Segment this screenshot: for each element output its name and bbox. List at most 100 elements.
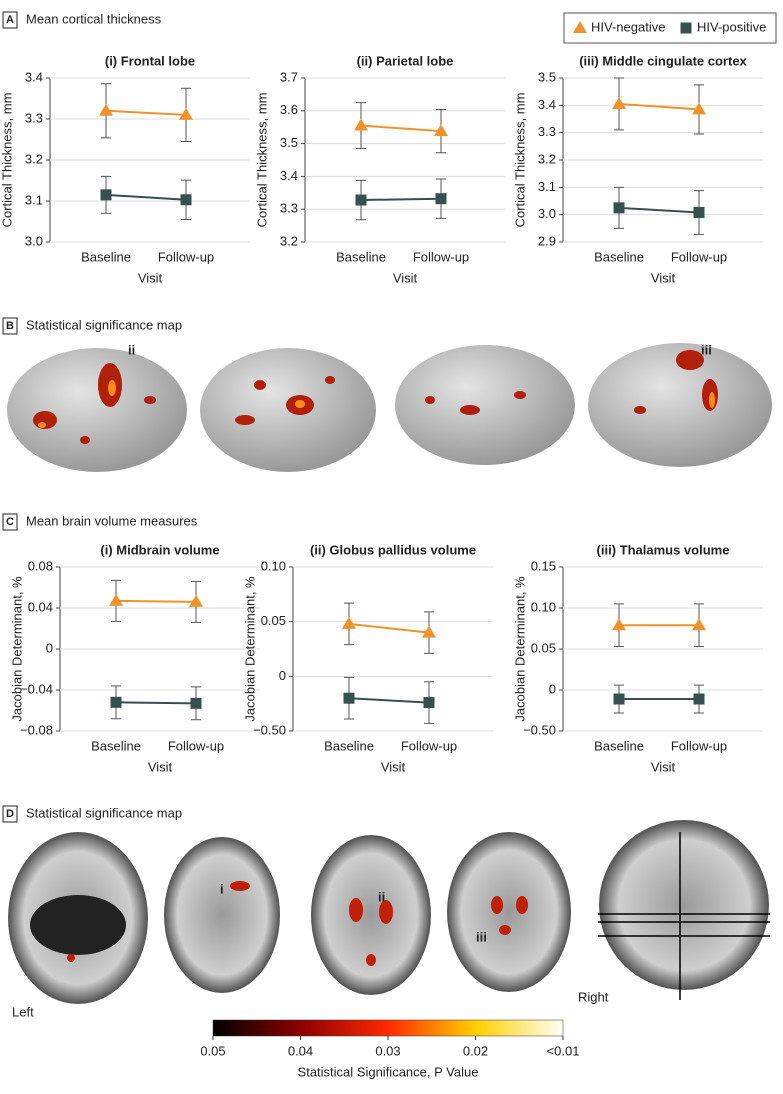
x-axis-label: Visit (148, 759, 173, 774)
chart: (ii) Globus pallidus volume −0.50 0 0.05 0.1… (242, 542, 493, 774)
legend-label: HIV-positive (697, 19, 766, 34)
y-tick-label: 0 (46, 640, 53, 655)
series-line (618, 206, 700, 214)
y-tick-label: 3.0 (25, 233, 43, 248)
significance-blobs (38, 380, 715, 428)
y-tick-label: 0.15 (531, 558, 556, 573)
chart: (i) Frontal lobe 3.0 3.1 3.2 3.3 3.4 Baseline F… (0, 53, 250, 285)
side-label: Right (578, 989, 609, 1004)
y-tick-label: 0.05 (261, 613, 286, 628)
x-tick-label: Follow-up (671, 249, 727, 264)
data-point (342, 616, 356, 629)
colorbar-tick-label: <0.01 (547, 1043, 580, 1058)
data-point (692, 102, 706, 115)
series-line (360, 197, 442, 202)
y-tick-label: 3.5 (538, 69, 556, 84)
data-point (190, 697, 202, 709)
panel-letter-box (2, 513, 18, 531)
side-label: Left (12, 1004, 34, 1019)
panel-title: Mean cortical thickness (26, 11, 162, 26)
x-tick-label: Baseline (336, 249, 386, 264)
y-tick-label: 3.1 (25, 192, 43, 207)
x-tick-label: Follow-up (401, 738, 457, 753)
brain-surface (395, 345, 575, 465)
data-point (109, 593, 123, 606)
data-point (180, 194, 192, 206)
colorbar-tick-label: 0.03 (375, 1043, 400, 1058)
y-axis-label: Jacobian Determinant, % (9, 576, 24, 722)
data-point (435, 193, 447, 205)
x-axis-label: Visit (381, 759, 406, 774)
series-line (348, 697, 430, 704)
data-point (692, 618, 706, 631)
x-tick-label: Follow-up (168, 738, 224, 753)
y-axis-label: Jacobian Determinant, % (512, 576, 527, 722)
chart-title: (iii) Thalamus volume (597, 542, 730, 557)
y-tick-label: 3.4 (280, 168, 298, 183)
y-tick-label: 3.2 (25, 151, 43, 166)
mri-slice (164, 837, 280, 993)
legend-marker (680, 22, 692, 34)
x-tick-label: Baseline (324, 738, 374, 753)
data-point (693, 693, 705, 705)
data-point (189, 594, 203, 607)
x-axis-label: Visit (138, 270, 163, 285)
data-point (693, 206, 705, 218)
y-tick-label: 3.3 (25, 110, 43, 125)
chart: (ii) Parietal lobe 3.2 3.3 3.4 3.5 3.6 3.7 Base… (254, 53, 505, 285)
map-annotation: iii (476, 929, 487, 944)
data-point (613, 693, 625, 705)
brain-surface (7, 348, 187, 472)
colorbar-tick-label: 0.05 (200, 1043, 225, 1058)
significance-blobs (67, 881, 528, 966)
panel-letter: D (6, 808, 14, 820)
brain-surface (588, 343, 772, 467)
y-tick-label: 3.2 (538, 151, 556, 166)
colorbar (212, 1019, 564, 1037)
x-tick-label: Baseline (594, 249, 644, 264)
y-tick-label: 3.6 (280, 102, 298, 117)
chart-title: (ii) Parietal lobe (357, 53, 454, 68)
legend-marker (573, 21, 587, 33)
map-annotation: ii (128, 342, 135, 357)
x-tick-label: Follow-up (413, 249, 469, 264)
y-tick-label: 3.7 (280, 69, 298, 84)
data-point (612, 618, 626, 631)
data-point (354, 118, 368, 131)
panel-letter: A (6, 14, 14, 26)
chart: (iii) Middle cingulate cortex 2.9 3.0 3.1 3.… (512, 53, 763, 285)
legend-box (563, 12, 777, 44)
panel-letter: C (6, 516, 14, 528)
chart: (i) Midbrain volume −0.08 −0.04 0 0.04 0.08 Ba… (9, 542, 260, 774)
data-point (423, 697, 435, 709)
y-tick-label: 3.4 (25, 69, 43, 84)
y-tick-label: 0.10 (531, 599, 556, 614)
panel-letter-box (2, 317, 18, 335)
series-line (348, 622, 430, 634)
data-point (179, 107, 193, 120)
panel-title: Statistical significance map (26, 317, 182, 332)
x-axis-label: Visit (393, 270, 418, 285)
chart: (iii) Thalamus volume −0.50 0 0.05 0.10 0.15 B… (512, 542, 763, 774)
y-tick-label: 0.08 (28, 558, 53, 573)
colorbar-tick-label: 0.04 (288, 1043, 313, 1058)
slice-lines (598, 832, 770, 1000)
series-line (115, 599, 197, 603)
y-tick-label: 3.3 (538, 124, 556, 139)
brain-map-d: i ii iii Left Right (8, 820, 770, 1019)
map-annotation: iii (701, 342, 712, 357)
y-tick-label: 0.05 (531, 640, 556, 655)
y-axis-label: Cortical Thickness, mm (254, 93, 269, 228)
y-tick-label: −0.50 (523, 722, 556, 737)
y-tick-label: 2.9 (538, 233, 556, 248)
y-tick-label: 3.2 (280, 233, 298, 248)
chart-title: (iii) Middle cingulate cortex (579, 53, 747, 68)
y-axis-label: Jacobian Determinant, % (242, 576, 257, 722)
panel-title: Statistical significance map (26, 805, 182, 820)
y-tick-label: −0.50 (253, 722, 286, 737)
y-tick-label: 3.0 (538, 206, 556, 221)
x-tick-label: Baseline (91, 738, 141, 753)
data-point (355, 194, 367, 206)
mri-slice (311, 835, 431, 995)
